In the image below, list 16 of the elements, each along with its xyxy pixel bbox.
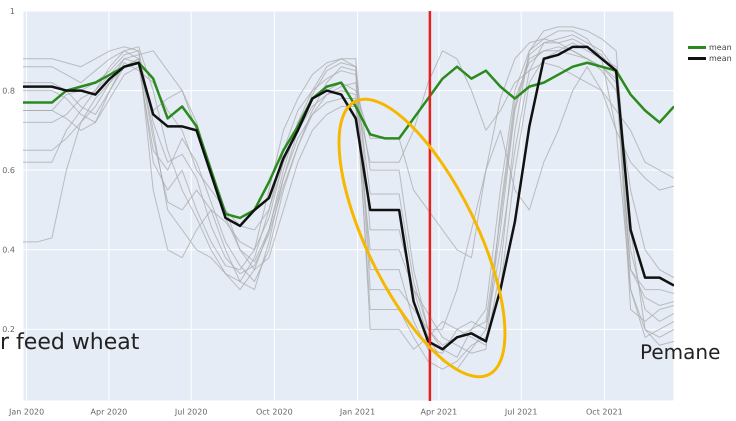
x-tick-label: Apr 2021 <box>420 408 458 417</box>
legend-label: mean <box>709 54 732 63</box>
x-tick-label: Oct 2020 <box>256 408 293 417</box>
y-tick-label: 1 <box>10 6 15 16</box>
legend-label: mean <box>709 43 732 52</box>
y-tick-label: 0.6 <box>2 166 15 176</box>
annotation: Pemane <box>640 340 720 364</box>
x-tick-label: Apr 2020 <box>90 408 128 417</box>
x-tick-label: Jul 2020 <box>174 408 208 417</box>
x-tick-label: Jul 2021 <box>504 408 538 417</box>
y-tick-label: 0.2 <box>2 325 15 334</box>
x-tick-label: Jan 2020 <box>8 408 44 417</box>
x-tick-label: Jan 2021 <box>338 408 376 417</box>
x-tick-label: Oct 2021 <box>586 408 623 417</box>
y-tick-label: 0.4 <box>2 246 15 255</box>
y-tick-label: 0.8 <box>2 86 15 96</box>
